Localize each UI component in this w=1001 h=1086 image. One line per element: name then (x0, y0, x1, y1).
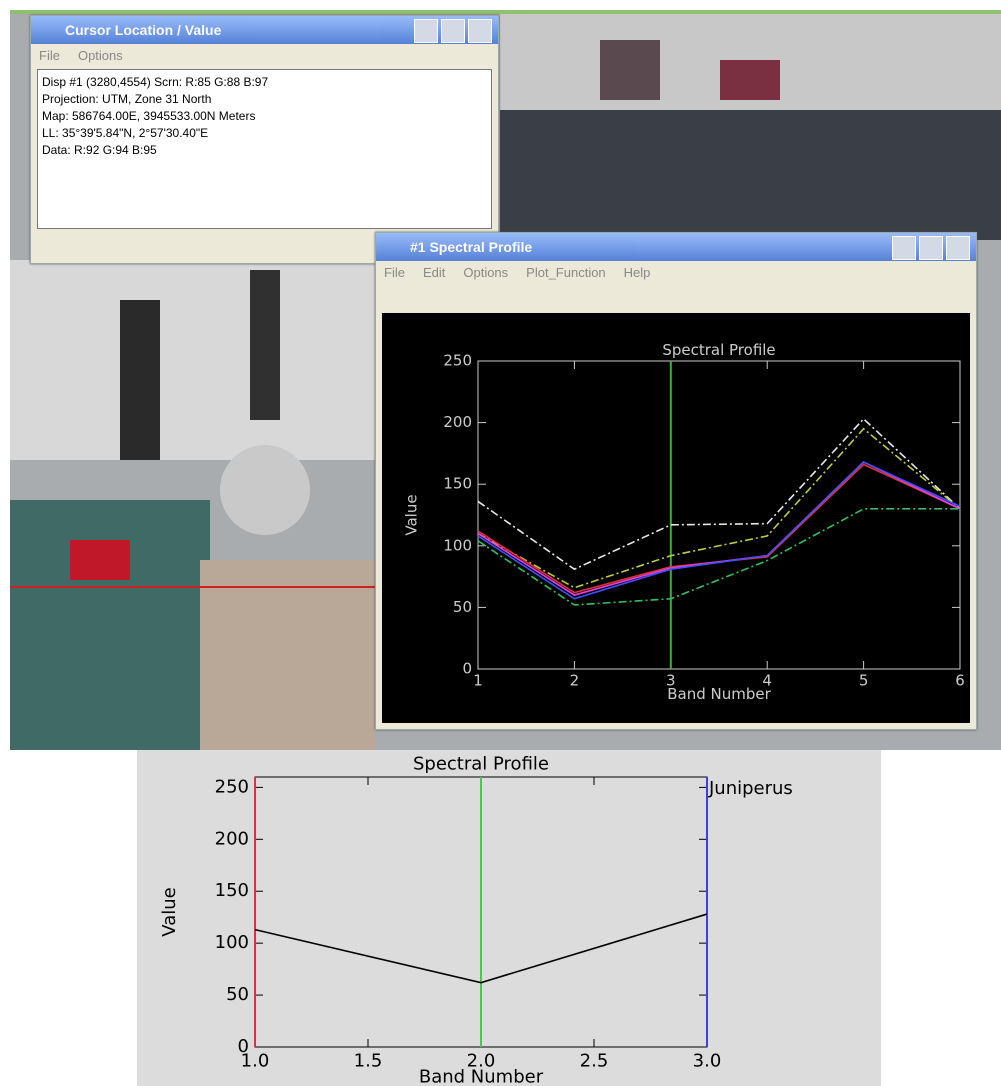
x-tick-label: 5 (859, 672, 869, 690)
x-axis-label: Band Number (667, 685, 771, 703)
profile-window: #1 Spectral Profile File Edit Options Plot_… (375, 232, 977, 730)
profile-line (478, 419, 960, 569)
maximize[interactable] (919, 236, 943, 260)
image-patch (720, 60, 780, 100)
image-patch (250, 270, 280, 420)
menu-item[interactable]: Options (463, 265, 508, 280)
y-tick-label: 150 (215, 880, 249, 901)
y-tick-label: 250 (443, 352, 472, 370)
border (10, 10, 1001, 14)
menu-item[interactable]: Edit (423, 265, 445, 280)
image-patch (10, 260, 380, 460)
profile-line (478, 509, 960, 605)
profile-line (478, 462, 960, 599)
cursor-window: Cursor Location / Value File Options Disp… (30, 15, 499, 264)
window-buttons (414, 19, 492, 43)
menu-item[interactable]: File (39, 48, 60, 63)
y-axis-label: Value (403, 494, 421, 535)
legend-label: Juniperus (708, 778, 793, 799)
image-patch (600, 40, 660, 100)
chart-title: Spectral Profile (413, 753, 549, 774)
x-tick-label: 1.0 (241, 1050, 270, 1071)
menu-bar: File Options (31, 44, 498, 67)
menu-bar: File Edit Options Plot_Function Help (376, 261, 976, 284)
y-tick-label: 50 (453, 598, 472, 616)
plot-frame (478, 361, 960, 669)
image-patch (10, 500, 210, 750)
menu-item[interactable]: File (384, 265, 405, 280)
image-patch (200, 560, 375, 750)
y-axis-label: Value (159, 887, 180, 936)
x-axis-label: Band Number (419, 1067, 544, 1086)
image-patch (500, 110, 1001, 240)
title-bar: #1 Spectral Profile (376, 233, 976, 261)
image-patch (120, 300, 160, 460)
info-text: Disp #1 (3280,4554) Scrn: R:85 G:88 B:97… (37, 69, 492, 229)
y-tick-label: 0 (462, 660, 472, 678)
info-line: Disp #1 (3280,4554) Scrn: R:85 G:88 B:97 (42, 74, 487, 91)
minimize[interactable] (892, 236, 916, 260)
y-tick-label: 50 (226, 984, 249, 1005)
x-tick-label: 2 (570, 672, 580, 690)
chart-title: Spectral Profile (662, 341, 775, 359)
y-tick-label: 100 (443, 536, 472, 554)
close[interactable] (946, 236, 970, 260)
y-tick-label: 100 (215, 932, 249, 953)
window-title: Cursor Location / Value (65, 22, 221, 38)
menu-item[interactable]: Options (78, 48, 123, 63)
x-tick-label: 6 (955, 672, 965, 690)
y-tick-label: 250 (215, 776, 249, 797)
y-tick-label: 200 (443, 413, 472, 431)
info-line: LL: 35°39'5.84"N, 2°57'30.40"E (42, 125, 487, 142)
close[interactable] (468, 19, 492, 43)
x-tick-label: 1 (473, 672, 483, 690)
x-tick-label: 3.0 (693, 1050, 722, 1071)
window-title: #1 Spectral Profile (410, 239, 532, 255)
info-line: Projection: UTM, Zone 31 North (42, 91, 487, 108)
menu-item[interactable]: Plot_Function (526, 265, 606, 280)
minimize[interactable] (414, 19, 438, 43)
profile-line (478, 462, 960, 595)
info-line: Data: R:92 G:94 B:95 (42, 142, 487, 159)
maximize[interactable] (441, 19, 465, 43)
y-tick-label: 150 (443, 475, 472, 493)
y-tick-label: 200 (215, 828, 249, 849)
x-tick-label: 1.5 (354, 1050, 383, 1071)
title-bar: Cursor Location / Value (31, 16, 498, 44)
menu-item[interactable]: Help (624, 265, 651, 280)
image-patch (70, 540, 130, 580)
window-buttons (892, 236, 970, 260)
image-patch (220, 445, 310, 535)
x-tick-label: 2.5 (580, 1050, 609, 1071)
screenshot: Cursor Location / Value File Options Disp… (0, 0, 1001, 1086)
info-line: Map: 586764.00E, 3945533.00N Meters (42, 108, 487, 125)
